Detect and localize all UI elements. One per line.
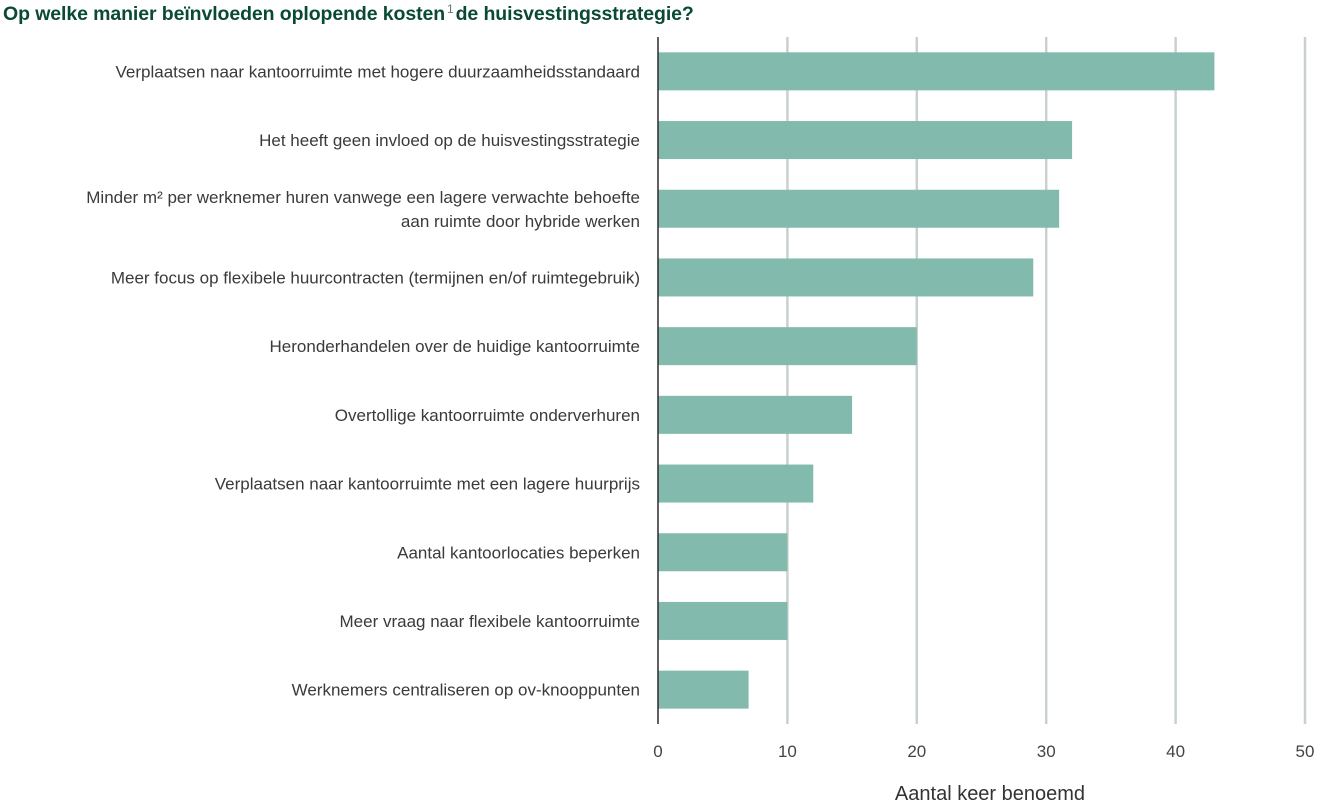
category-label: Minder m² per werknemer huren vanwege ee… (86, 188, 640, 207)
x-tick-labels: 0 10 20 30 40 50 (653, 742, 1314, 761)
bar (658, 601, 788, 640)
bar (658, 258, 1034, 297)
category-labels: Verplaatsen naar kantoorruimte met hoger… (86, 62, 640, 699)
x-tick-label: 20 (907, 742, 926, 761)
chart-title-text: Op welke manier beïnvloeden oplopende ko… (3, 3, 446, 25)
category-label: Verplaatsen naar kantoorruimte met een l… (215, 475, 640, 494)
category-label: Aantal kantoorlocaties beperken (397, 543, 640, 562)
x-tick-label: 40 (1166, 742, 1185, 761)
x-tick-label: 30 (1037, 742, 1056, 761)
category-label: Overtollige kantoorruimte onderverhuren (335, 406, 640, 425)
bar (658, 52, 1215, 91)
chart-title-text-end: de huisvestingsstrategie? (455, 3, 694, 25)
category-label: Het heeft geen invloed op de huisvesting… (259, 131, 640, 150)
bar (658, 533, 788, 572)
x-tick-label: 10 (778, 742, 797, 761)
bar (658, 395, 853, 434)
category-label: Meer focus op flexibele huurcontracten (… (111, 268, 640, 287)
x-axis-title: Aantal keer benoemd (895, 783, 1085, 805)
x-tick-label: 50 (1296, 742, 1315, 761)
bar (658, 121, 1073, 160)
category-label: Meer vraag naar flexibele kantoorruimte (340, 612, 640, 631)
footnote-marker: 1 (447, 2, 454, 16)
bar (658, 189, 1060, 228)
bar (658, 327, 917, 366)
bar (658, 670, 749, 709)
category-label: Werknemers centraliseren op ov-knooppunt… (292, 681, 640, 700)
category-label: Heronderhandelen over de huidige kantoor… (270, 337, 640, 356)
bar (658, 464, 814, 503)
category-label: Verplaatsen naar kantoorruimte met hoger… (116, 62, 641, 81)
chart-title: Op welke manier beïnvloeden oplopende ko… (3, 2, 694, 26)
bars (658, 52, 1215, 709)
x-tick-label: 0 (653, 742, 662, 761)
category-label: aan ruimte door hybride werken (401, 212, 640, 231)
